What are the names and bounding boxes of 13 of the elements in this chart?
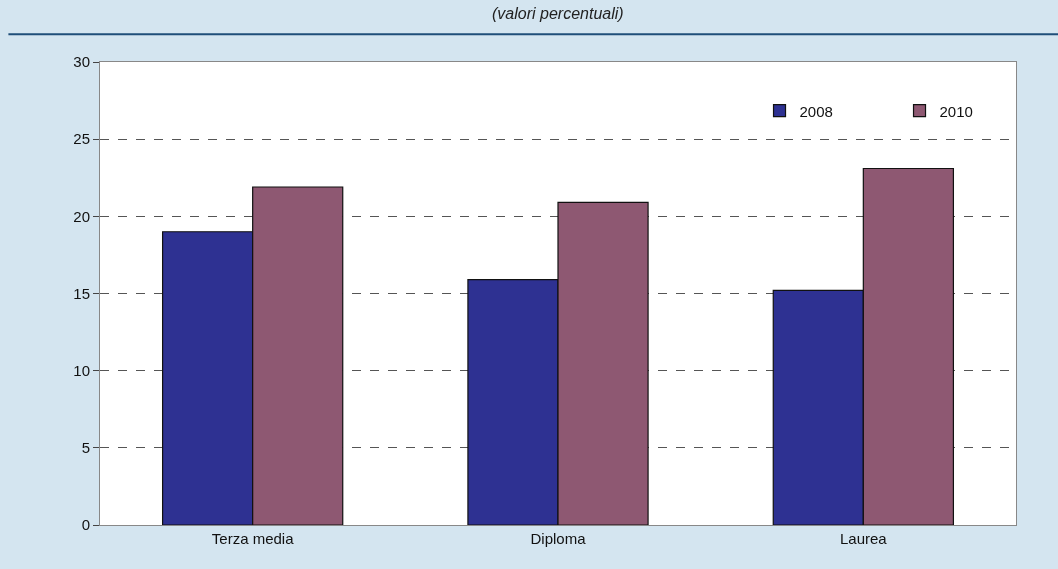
y-tick-label: 25 — [73, 130, 90, 148]
x-tick-label: Laurea — [839, 530, 888, 547]
x-tick-label: Terza media — [211, 530, 295, 547]
y-tick-label: 30 — [73, 53, 90, 71]
y-tick-label: 10 — [73, 361, 90, 379]
x-tick-label: Diploma — [530, 530, 587, 547]
y-tick-label: 5 — [81, 439, 90, 457]
legend-label: 2008 — [799, 102, 833, 120]
chart-subtitle: (valori percentuali) — [492, 5, 624, 22]
y-tick-label: 0 — [81, 516, 90, 534]
y-tick-label: 15 — [73, 284, 90, 302]
y-tick-label: 20 — [73, 207, 90, 225]
legend-label: 2010 — [939, 102, 973, 120]
